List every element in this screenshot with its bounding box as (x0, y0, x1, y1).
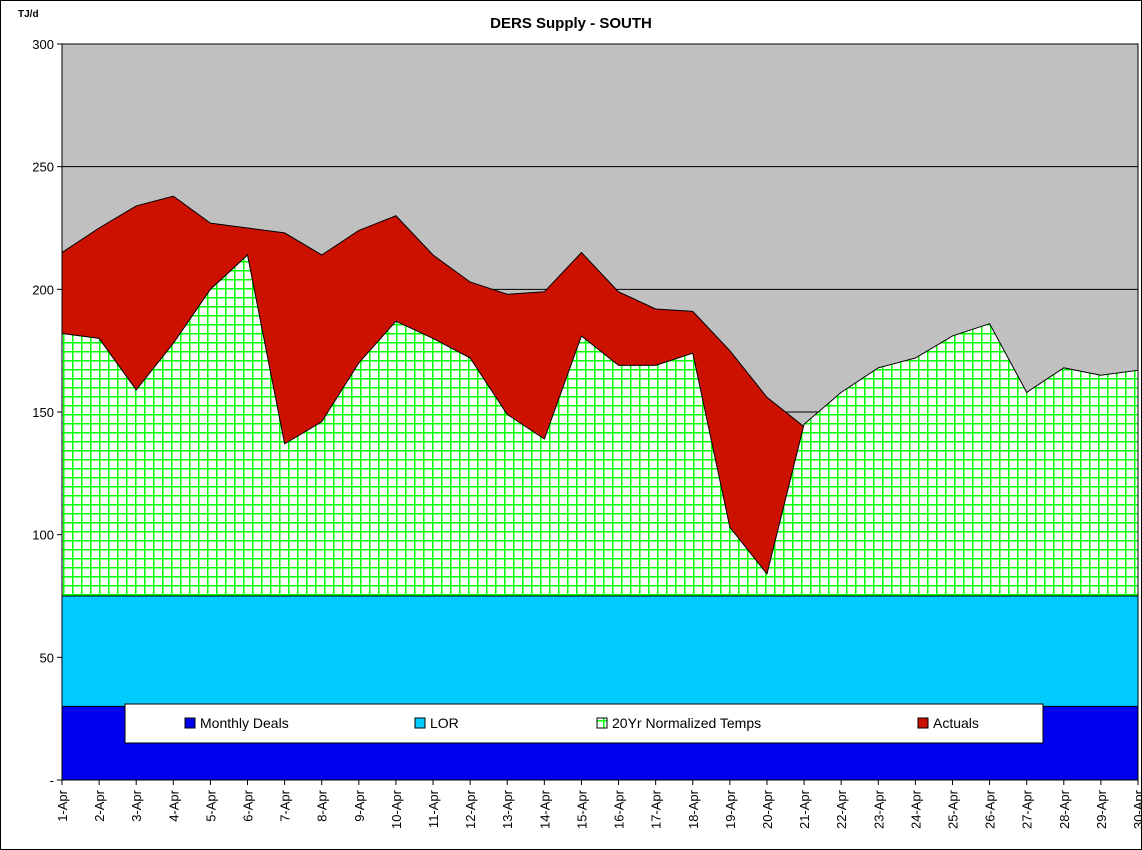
x-tick-label: 27-Apr (1020, 789, 1035, 829)
x-tick-label: 5-Apr (203, 789, 218, 821)
chart-title: DERS Supply - SOUTH (490, 15, 652, 32)
x-tick-label: 7-Apr (278, 789, 293, 821)
y-tick-label: 100 (32, 528, 54, 543)
x-tick-label: 24-Apr (908, 789, 923, 829)
x-tick-label: 15-Apr (574, 789, 589, 829)
legend-swatch (184, 717, 196, 729)
x-tick-label: 23-Apr (871, 789, 886, 829)
legend-label: Monthly Deals (200, 715, 289, 731)
x-tick-label: 2-Apr (92, 789, 107, 821)
y-tick-label: - (50, 773, 54, 788)
plot-border (61, 43, 1139, 781)
legend-label: Actuals (933, 715, 979, 731)
x-tick-label: 19-Apr (723, 789, 738, 829)
legend: Monthly Deals LOR 20Yr Normalized Temps Act… (124, 703, 1044, 744)
legend-label: 20Yr Normalized Temps (612, 715, 761, 731)
legend-swatch (414, 717, 426, 729)
x-tick-label: 4-Apr (166, 789, 181, 821)
y-tick-label: 50 (40, 650, 54, 665)
legend-swatch (596, 717, 608, 729)
y-tick-label: 300 (32, 37, 54, 52)
x-tick-label: 29-Apr (1094, 789, 1109, 829)
x-tick-label: 25-Apr (945, 789, 960, 829)
x-tick-label: 22-Apr (834, 789, 849, 829)
x-tick-label: 14-Apr (537, 789, 552, 829)
x-tick-label: 21-Apr (797, 789, 812, 829)
y-axis-label: TJ/d (18, 9, 39, 20)
x-tick-label: 1-Apr (55, 789, 70, 821)
x-tick-label: 26-Apr (983, 789, 998, 829)
legend-swatch (917, 717, 929, 729)
x-tick-label: 6-Apr (241, 789, 256, 821)
x-tick-label: 12-Apr (463, 789, 478, 829)
y-tick-label: 200 (32, 282, 54, 297)
x-tick-label: 20-Apr (760, 789, 775, 829)
x-tick-label: 10-Apr (389, 789, 404, 829)
legend-label: LOR (430, 715, 459, 731)
x-tick-label: 13-Apr (500, 789, 515, 829)
x-tick-label: 30-Apr (1131, 789, 1142, 829)
x-tick-label: 8-Apr (315, 789, 330, 821)
x-tick-label: 11-Apr (426, 789, 441, 828)
x-tick-label: 9-Apr (352, 789, 367, 821)
y-tick-label: 250 (32, 160, 54, 175)
x-tick-label: 17-Apr (649, 789, 664, 829)
y-tick-label: 150 (32, 405, 54, 420)
x-tick-label: 3-Apr (129, 789, 144, 821)
x-tick-label: 16-Apr (612, 789, 627, 829)
x-tick-label: 28-Apr (1057, 789, 1072, 829)
x-tick-label: 18-Apr (686, 789, 701, 829)
legend-box (124, 703, 1044, 744)
